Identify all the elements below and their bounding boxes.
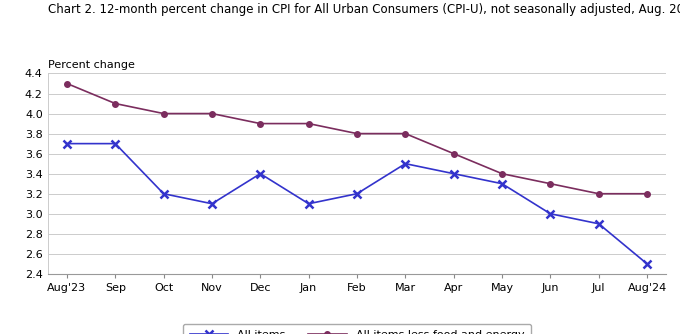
Text: Chart 2. 12-month percent change in CPI for All Urban Consumers (CPI-U), not sea: Chart 2. 12-month percent change in CPI … bbox=[48, 3, 680, 16]
Legend: All items, All items less food and energy: All items, All items less food and energ… bbox=[183, 324, 531, 334]
Text: Percent change: Percent change bbox=[48, 60, 135, 70]
